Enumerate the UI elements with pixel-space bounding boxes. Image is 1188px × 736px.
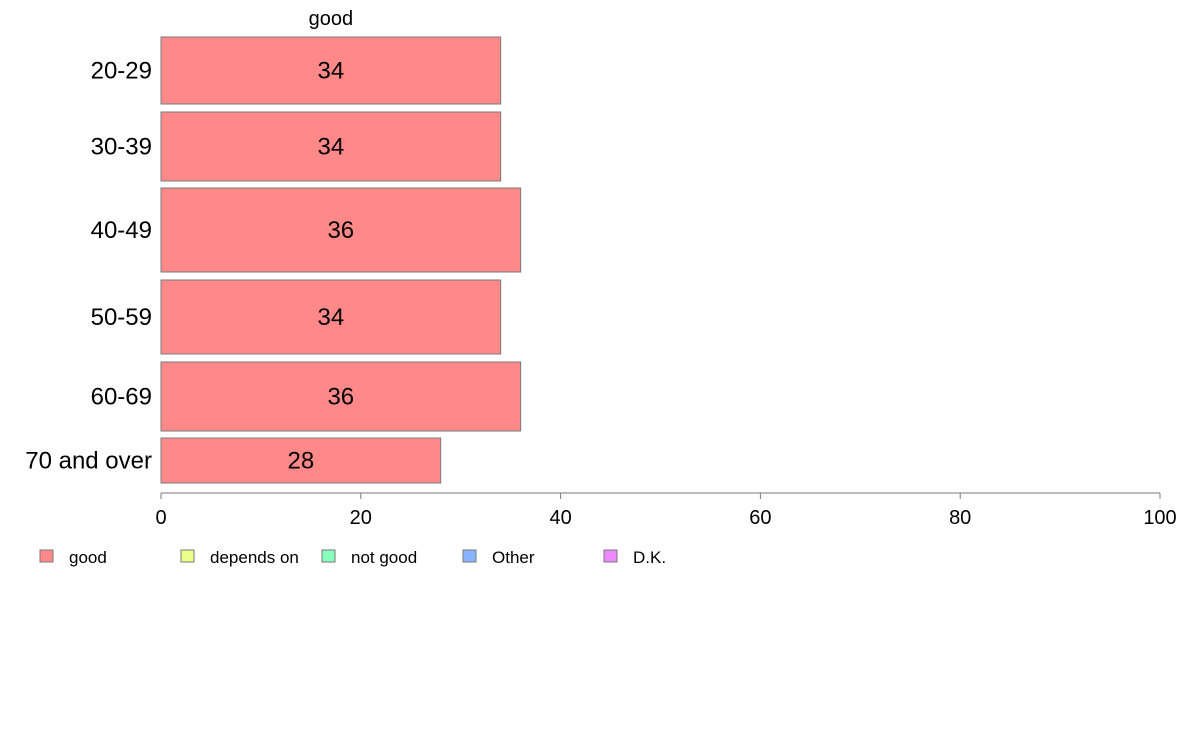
series-top-label: good (309, 8, 354, 30)
series-top-labels: good (309, 8, 354, 30)
legend: good depends on not good Other D.K. (39, 548, 666, 567)
bar-value-label: 36 (327, 384, 354, 411)
bar (160, 187, 522, 273)
x-tick-label: 100 (1143, 507, 1176, 529)
category-label: 50-59 (91, 304, 152, 331)
x-tick-label: 0 (155, 507, 166, 529)
legend-swatch (39, 549, 54, 563)
x-tick-label: 60 (749, 507, 771, 529)
legend-swatch (180, 549, 195, 563)
category-label: 40-49 (91, 217, 152, 244)
category-labels: 20-29 30-39 40-49 50-59 60-69 70 and over (25, 58, 152, 475)
legend-label: not good (351, 548, 417, 567)
bar (160, 279, 502, 355)
bar (160, 361, 522, 432)
bar-value-label: 34 (317, 304, 344, 331)
bar-value-label: 28 (288, 448, 315, 475)
legend-swatch (321, 549, 336, 563)
legend-swatch (462, 549, 477, 563)
legend-label: good (69, 548, 107, 567)
bar (160, 437, 442, 484)
bar-value-label: 34 (317, 134, 344, 161)
x-tick-label: 20 (350, 507, 372, 529)
x-tick-label: 80 (949, 507, 971, 529)
category-label: 20-29 (91, 58, 152, 85)
category-label: 60-69 (91, 384, 152, 411)
legend-label: depends on (210, 548, 299, 567)
category-label: 70 and over (25, 448, 152, 475)
category-label: 30-39 (91, 134, 152, 161)
legend-label: D.K. (633, 548, 666, 567)
bar (160, 36, 502, 105)
x-tick-label: 40 (549, 507, 571, 529)
x-axis: 0 20 40 60 80 100 (155, 492, 1177, 529)
bar-value-label: 34 (317, 58, 344, 85)
bar (160, 111, 502, 182)
bars: 34 34 36 34 36 28 (160, 36, 522, 484)
legend-swatch (603, 549, 618, 563)
bar-value-label: 36 (327, 217, 354, 244)
legend-label: Other (492, 548, 535, 567)
